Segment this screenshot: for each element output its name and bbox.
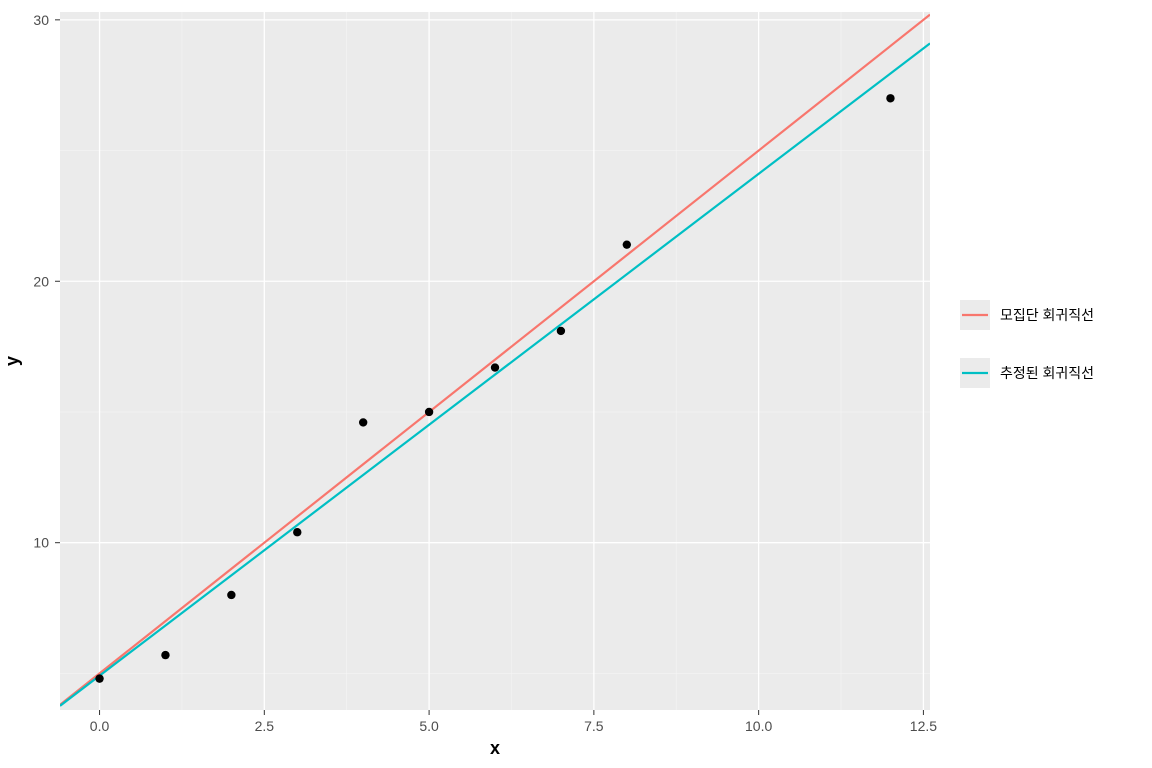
x-tick-label: 0.0	[90, 718, 110, 734]
y-tick-label: 30	[33, 12, 49, 28]
data-point	[95, 674, 103, 682]
x-tick-label: 5.0	[419, 718, 439, 734]
x-tick-label: 12.5	[910, 718, 937, 734]
y-axis-title: y	[2, 356, 22, 366]
data-point	[623, 240, 631, 248]
x-tick-label: 7.5	[584, 718, 604, 734]
data-point	[557, 327, 565, 335]
data-point	[886, 94, 894, 102]
data-point	[491, 363, 499, 371]
regression-chart: 0.0 2.5 5.0 7.5 10.0 12.5 10 20 30 x y 모집단 회귀직선추정된 …	[0, 0, 1152, 768]
chart-container: 0.0 2.5 5.0 7.5 10.0 12.5 10 20 30 x y 모집단 회귀직선추정된 …	[0, 0, 1152, 768]
y-tick-label: 10	[33, 535, 49, 551]
data-point	[359, 418, 367, 426]
data-point	[227, 591, 235, 599]
legend-label: 모집단 회귀직선	[1000, 307, 1094, 323]
data-point	[161, 651, 169, 659]
x-axis-title: x	[490, 738, 500, 758]
y-tick-label: 20	[33, 273, 49, 289]
data-point	[425, 408, 433, 416]
legend-label: 추정된 회귀직선	[1000, 365, 1094, 381]
x-tick-label: 2.5	[255, 718, 275, 734]
data-point	[293, 528, 301, 536]
x-tick-label: 10.0	[745, 718, 772, 734]
